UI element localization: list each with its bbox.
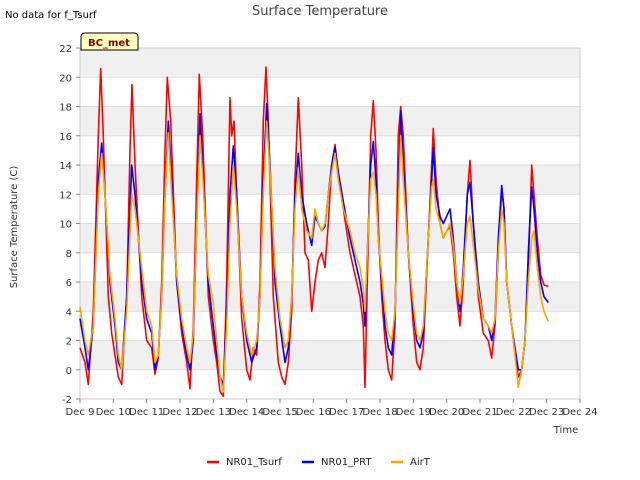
site-badge: BC_met — [80, 32, 139, 51]
x-tick-label: Dec 10 — [96, 407, 131, 418]
x-tick-label: Dec 9 — [66, 407, 95, 418]
y-tick-label: 0 — [66, 366, 72, 377]
legend-item: NR01_Tsurf — [207, 457, 282, 468]
y-tick-label: 6 — [66, 278, 72, 289]
y-tick-label: 12 — [59, 190, 72, 201]
series-layer — [79, 66, 550, 397]
y-tick-label: 20 — [59, 73, 72, 84]
x-tick-label: Dec 14 — [229, 407, 264, 418]
plot-band — [80, 282, 580, 312]
y-tick-label: 18 — [59, 103, 72, 114]
x-tick-label: Dec 12 — [162, 407, 197, 418]
y-axis-ticks: -2 0 2 4 6 8 10 12 14 16 18 20 22 — [59, 44, 80, 406]
x-tick-label: Dec 22 — [496, 407, 531, 418]
y-tick-label: 4 — [66, 307, 72, 318]
plot-band — [80, 340, 580, 370]
x-tick-label: Dec 11 — [129, 407, 164, 418]
x-tick-label: Dec 16 — [296, 407, 331, 418]
y-axis-title: Surface Temperature (C) — [9, 166, 20, 289]
x-tick-label: Dec 23 — [529, 407, 564, 418]
chart-title: Surface Temperature — [252, 4, 388, 19]
y-tick-label: -2 — [62, 395, 72, 406]
y-tick-label: 14 — [59, 161, 72, 172]
x-tick-label: Dec 13 — [196, 407, 231, 418]
x-tick-label: Dec 15 — [262, 407, 297, 418]
x-tick-label: Dec 17 — [329, 407, 364, 418]
y-tick-label: 2 — [66, 337, 72, 348]
plot-band — [80, 106, 580, 136]
x-tick-label: Dec 21 — [462, 407, 497, 418]
legend-label: AirT — [410, 457, 431, 468]
x-tick-label: Dec 20 — [429, 407, 464, 418]
y-tick-label: 8 — [66, 249, 72, 260]
legend: NR01_Tsurf NR01_PRT AirT — [207, 457, 431, 468]
x-tick-label: Dec 18 — [362, 407, 397, 418]
legend-label: NR01_Tsurf — [226, 457, 282, 468]
y-tick-label: 16 — [59, 132, 72, 143]
no-data-note: No data for f_Tsurf — [5, 10, 97, 21]
x-tick-label: Dec 19 — [396, 407, 431, 418]
y-tick-label: 10 — [59, 220, 72, 231]
legend-item: AirT — [391, 457, 431, 468]
y-tick-label: 22 — [59, 44, 72, 55]
series-line-airt — [79, 120, 550, 393]
legend-label: NR01_PRT — [321, 457, 372, 468]
legend-item: NR01_PRT — [302, 457, 372, 468]
site-badge-box — [80, 32, 139, 51]
site-badge-label: BC_met — [88, 38, 130, 49]
x-axis-title: Time — [553, 425, 578, 436]
x-tick-label: Dec 24 — [562, 407, 597, 418]
series-line-nr01-tsurf — [79, 66, 549, 397]
plot-band — [80, 48, 580, 78]
